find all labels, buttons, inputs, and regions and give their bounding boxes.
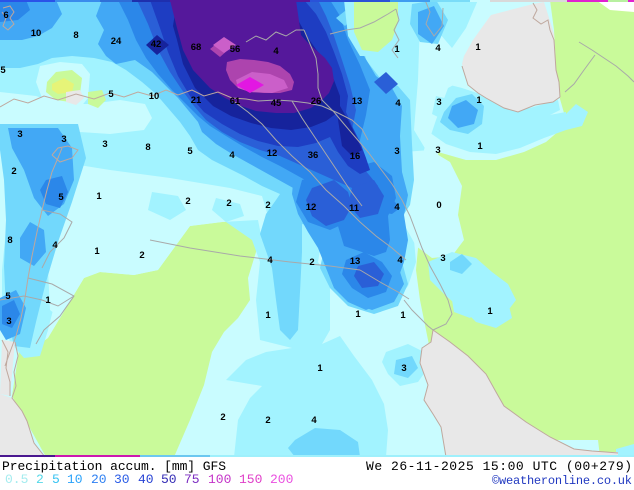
svg-text:3: 3 xyxy=(6,316,11,327)
svg-text:10: 10 xyxy=(149,91,160,102)
svg-text:4: 4 xyxy=(435,43,441,54)
svg-text:0.5: 0.5 xyxy=(5,472,28,487)
svg-text:4: 4 xyxy=(229,150,235,161)
svg-text:1: 1 xyxy=(400,310,406,321)
svg-text:3: 3 xyxy=(394,146,399,157)
svg-text:5: 5 xyxy=(187,146,193,157)
svg-text:2: 2 xyxy=(139,250,144,261)
svg-text:3: 3 xyxy=(102,139,107,150)
svg-text:4: 4 xyxy=(267,255,273,266)
svg-text:50: 50 xyxy=(161,472,177,487)
svg-text:20: 20 xyxy=(91,472,107,487)
svg-text:3: 3 xyxy=(435,145,440,156)
svg-text:4: 4 xyxy=(395,98,401,109)
svg-text:0: 0 xyxy=(436,200,441,211)
svg-text:2: 2 xyxy=(36,472,44,487)
svg-text:3: 3 xyxy=(440,253,445,264)
svg-text:5: 5 xyxy=(58,192,64,203)
svg-text:5: 5 xyxy=(0,65,6,76)
svg-text:2: 2 xyxy=(11,166,16,177)
svg-text:We 26-11-2025 15:00 UTC (00+27: We 26-11-2025 15:00 UTC (00+279) xyxy=(366,459,632,474)
svg-text:4: 4 xyxy=(273,46,279,57)
svg-text:3: 3 xyxy=(17,129,22,140)
svg-text:75: 75 xyxy=(184,472,200,487)
svg-text:1: 1 xyxy=(94,246,100,257)
svg-text:8: 8 xyxy=(73,30,78,41)
svg-text:1: 1 xyxy=(96,191,102,202)
svg-text:2: 2 xyxy=(309,257,314,268)
svg-text:42: 42 xyxy=(151,39,162,50)
svg-text:36: 36 xyxy=(308,150,319,161)
svg-text:150: 150 xyxy=(239,472,262,487)
svg-text:40: 40 xyxy=(138,472,154,487)
svg-text:3: 3 xyxy=(401,363,406,374)
svg-text:3: 3 xyxy=(436,97,441,108)
svg-text:5: 5 xyxy=(5,291,11,302)
svg-text:3: 3 xyxy=(61,134,66,145)
svg-text:13: 13 xyxy=(350,256,361,267)
svg-text:200: 200 xyxy=(270,472,293,487)
svg-text:©weatheronline.co.uk: ©weatheronline.co.uk xyxy=(492,474,632,488)
svg-text:13: 13 xyxy=(352,96,363,107)
svg-text:1: 1 xyxy=(487,306,493,317)
svg-text:1: 1 xyxy=(45,295,51,306)
svg-text:45: 45 xyxy=(271,98,282,109)
svg-text:30: 30 xyxy=(114,472,130,487)
svg-text:1: 1 xyxy=(475,42,481,53)
svg-text:1: 1 xyxy=(476,95,482,106)
svg-text:5: 5 xyxy=(108,89,114,100)
svg-text:12: 12 xyxy=(267,148,278,159)
svg-text:5: 5 xyxy=(52,472,60,487)
svg-text:1: 1 xyxy=(355,309,361,320)
svg-text:24: 24 xyxy=(111,36,122,47)
svg-text:4: 4 xyxy=(397,255,403,266)
svg-text:26: 26 xyxy=(311,96,322,107)
svg-text:100: 100 xyxy=(208,472,231,487)
svg-text:Precipitation accum. [mm] GFS: Precipitation accum. [mm] GFS xyxy=(2,459,226,474)
svg-text:4: 4 xyxy=(311,415,317,426)
svg-text:12: 12 xyxy=(306,202,317,213)
svg-text:2: 2 xyxy=(185,196,190,207)
svg-text:4: 4 xyxy=(394,202,400,213)
svg-text:2: 2 xyxy=(220,412,225,423)
svg-text:68: 68 xyxy=(191,42,202,53)
svg-text:1: 1 xyxy=(317,363,323,374)
svg-text:16: 16 xyxy=(350,151,361,162)
svg-text:21: 21 xyxy=(191,95,202,106)
svg-text:1: 1 xyxy=(394,44,400,55)
svg-text:10: 10 xyxy=(31,28,42,39)
svg-text:4: 4 xyxy=(52,240,58,251)
svg-text:2: 2 xyxy=(265,415,270,426)
svg-text:2: 2 xyxy=(265,200,270,211)
svg-text:2: 2 xyxy=(226,198,231,209)
svg-text:1: 1 xyxy=(265,310,271,321)
svg-text:1: 1 xyxy=(477,141,483,152)
svg-text:61: 61 xyxy=(230,96,241,107)
svg-text:56: 56 xyxy=(230,44,241,55)
svg-text:8: 8 xyxy=(145,142,150,153)
svg-text:6: 6 xyxy=(3,10,8,21)
svg-text:8: 8 xyxy=(7,235,12,246)
svg-text:10: 10 xyxy=(67,472,83,487)
svg-text:11: 11 xyxy=(349,203,360,214)
